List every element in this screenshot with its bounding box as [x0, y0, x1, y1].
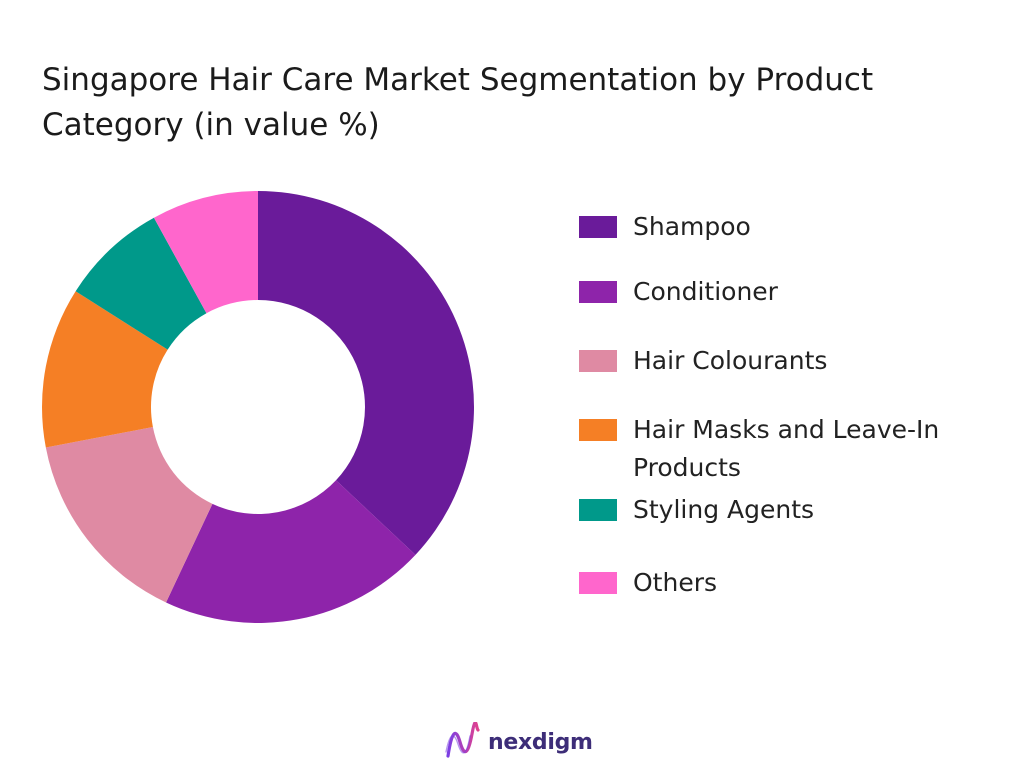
chart-title: Singapore Hair Care Market Segmentation … — [42, 62, 874, 143]
logo-text: nexdigm — [488, 729, 593, 755]
legend-swatch — [579, 350, 617, 372]
legend-swatch — [579, 281, 617, 303]
slice-hair-colourants — [45, 427, 213, 603]
legend-item: Conditioner — [579, 277, 993, 311]
legend-item: Styling Agents — [579, 495, 993, 529]
legend-item: Hair Masks and Leave-In Products — [579, 415, 993, 487]
legend-item: Shampoo — [579, 212, 993, 246]
legend-swatch — [579, 216, 617, 238]
legend-item: Others — [579, 568, 993, 602]
legend-label: Hair Masks and Leave-In Products — [633, 415, 940, 482]
legend-label: Styling Agents — [633, 495, 815, 524]
slice-conditioner — [166, 480, 416, 624]
brand-logo: nexdigm — [442, 722, 593, 762]
slice-hair-masks-and-leave-in-products — [42, 291, 168, 448]
legend-label: Others — [633, 568, 718, 597]
legend-swatch — [579, 572, 617, 594]
legend-label: Hair Colourants — [633, 346, 828, 375]
legend-label: Shampoo — [633, 212, 751, 241]
legend-swatch — [579, 419, 617, 441]
nexdigm-wave-icon — [445, 722, 480, 758]
slice-shampoo — [258, 191, 474, 555]
slice-others — [153, 191, 258, 314]
legend: Shampoo Conditioner Hair Colourants Hair Ma… — [579, 0, 1019, 768]
legend-item: Hair Colourants — [579, 346, 993, 380]
legend-label: Conditioner — [633, 277, 778, 306]
legend-swatch — [579, 499, 617, 521]
slice-styling-agents — [75, 217, 207, 350]
